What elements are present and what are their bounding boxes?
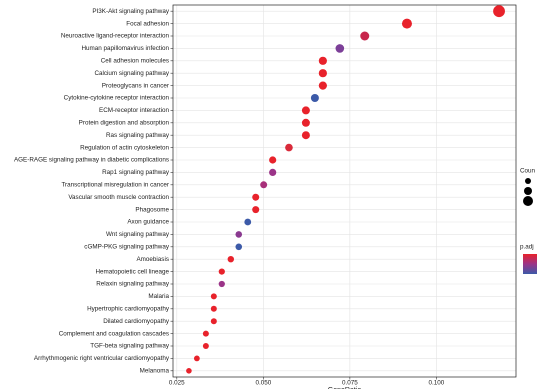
color-legend-bar xyxy=(523,254,537,274)
x-tick-label: 0.100 xyxy=(429,380,445,387)
dot xyxy=(310,94,319,102)
dot xyxy=(202,330,209,337)
y-tick-label: cGMP-PKG signaling pathway xyxy=(84,243,170,250)
dot xyxy=(252,193,260,201)
dot xyxy=(318,69,327,78)
y-tick-label: Cell adhesion molecules xyxy=(101,57,169,64)
y-tick-label: Focal adhesion xyxy=(126,20,169,27)
dot xyxy=(235,231,243,238)
dot xyxy=(218,280,225,288)
panel-border xyxy=(172,4,517,378)
y-tick-label: Regulation of actin cytoskeleton xyxy=(80,144,169,151)
dot xyxy=(210,305,217,312)
y-tick-label: Protein digestion and absorption xyxy=(79,119,170,126)
y-tick-label: AGE-RAGE signaling pathway in diabetic c… xyxy=(14,157,169,164)
panel xyxy=(173,5,516,377)
y-tick-label: Hematopoietic cell lineage xyxy=(95,268,169,275)
y-tick-label: Dilated cardiomyopathy xyxy=(103,318,170,325)
dot xyxy=(401,18,412,29)
dot xyxy=(244,218,252,226)
dot xyxy=(360,31,370,41)
size-legend-title: Coun xyxy=(520,168,536,175)
dot xyxy=(218,268,225,275)
y-tick-label: Axon guidance xyxy=(127,219,169,226)
y-tick-label: Transcriptional misregulation in cancer xyxy=(61,181,169,188)
y-tick-label: Phagosome xyxy=(135,206,169,213)
y-tick-label: Amoebiasis xyxy=(136,256,169,263)
dot xyxy=(210,293,217,300)
dot xyxy=(227,256,235,263)
dot xyxy=(493,5,505,18)
y-tick-label: PI3K-Akt signaling pathway xyxy=(92,8,170,15)
size-legend-key xyxy=(524,187,532,195)
y-tick-label: Arrhythmogenic right ventricular cardiom… xyxy=(34,355,170,362)
y-tick-label: Malaria xyxy=(148,293,169,300)
dot xyxy=(301,131,310,140)
dot xyxy=(269,156,277,164)
y-tick-label: Complement and coagulation cascades xyxy=(59,330,169,337)
dot xyxy=(335,44,345,53)
dot xyxy=(285,143,293,152)
y-tick-label: Calcium signaling pathway xyxy=(94,70,169,77)
x-tick-label: 0.025 xyxy=(169,380,185,387)
dot xyxy=(193,355,200,362)
y-tick-label: Human papillomavirus infection xyxy=(82,45,170,52)
x-tick-label: 0.050 xyxy=(255,380,271,387)
dot xyxy=(301,106,310,115)
dot xyxy=(210,318,217,325)
y-tick-label: ECM-receptor interaction xyxy=(99,107,169,114)
y-tick-label: Rap1 signaling pathway xyxy=(102,169,170,176)
y-tick-label: Hypertrophic cardiomyopathy xyxy=(87,305,170,312)
color-legend-title: p.adj xyxy=(520,244,534,251)
y-tick-label: TGF-beta signaling pathway xyxy=(90,343,170,350)
y-tick-label: Proteoglycans in cancer xyxy=(102,82,169,89)
dot xyxy=(202,343,209,349)
y-tick-label: Melanoma xyxy=(140,367,170,374)
dot xyxy=(252,206,260,214)
size-legend-key xyxy=(523,196,533,206)
y-tick-label: Wnt signaling pathway xyxy=(106,231,170,238)
dot xyxy=(186,368,192,374)
y-tick-label: Cytokine-cytokine receptor interaction xyxy=(64,95,170,102)
y-tick-label: Vascular smooth muscle contraction xyxy=(68,194,169,201)
y-tick-label: Ras signaling pathway xyxy=(106,132,170,139)
dot xyxy=(260,181,268,189)
dot xyxy=(235,243,243,251)
y-tick-label: Neuroactive ligand-receptor interaction xyxy=(61,33,170,40)
dot xyxy=(318,56,327,65)
x-tick-label: 0.075 xyxy=(342,380,358,387)
dot xyxy=(269,168,277,176)
dot xyxy=(318,81,327,90)
y-tick-label: Relaxin signaling pathway xyxy=(96,281,170,288)
x-axis-label: GeneRatio xyxy=(328,387,362,389)
dot xyxy=(301,118,310,127)
size-legend-key xyxy=(525,178,531,184)
